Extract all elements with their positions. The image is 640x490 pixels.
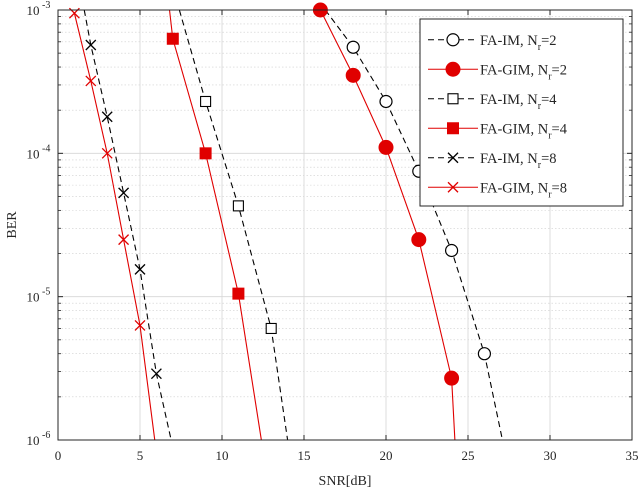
data-point-marker (345, 67, 361, 83)
data-point-marker (477, 347, 491, 361)
data-point-marker (118, 234, 130, 246)
data-point-marker (134, 319, 146, 331)
legend-label: FA-GIM, Nr=4 (480, 121, 568, 141)
data-point-marker-stroke (134, 263, 146, 275)
y-tick-label: 10 (27, 3, 40, 18)
data-point-marker-stroke (101, 111, 113, 123)
y-tick-label: 10 (27, 433, 40, 448)
data-point-marker (200, 95, 212, 108)
data-point-marker-stroke (85, 75, 97, 87)
x-axis-title: SNR[dB] (319, 474, 372, 489)
data-point-marker-stroke (118, 187, 130, 199)
data-point-marker (134, 263, 146, 275)
legend-label-subscript: r (538, 160, 542, 171)
x-tick-label: 30 (544, 448, 557, 463)
y-tick-label-exponent: -6 (42, 430, 50, 441)
x-tick-label: 0 (55, 448, 62, 463)
legend-entry: FA-GIM, Nr=2 (428, 61, 567, 82)
legend-label-subscript: r (548, 71, 552, 82)
data-point-marker-stroke (101, 147, 113, 159)
series-line (319, 9, 456, 441)
legend-entry: FA-GIM, Nr=8 (428, 180, 567, 200)
legend-label-subscript: r (538, 42, 542, 53)
data-point-marker (378, 139, 394, 155)
legend-label-value: =8 (541, 151, 556, 167)
data-point-marker (101, 147, 113, 159)
legend-label-subscript: r (548, 130, 552, 141)
legend-entry: FA-IM, Nr=2 (428, 33, 557, 53)
data-point-marker (346, 40, 360, 54)
x-tick-label: 25 (462, 448, 475, 463)
legend-label: FA-GIM, Nr=8 (480, 180, 567, 200)
legend-label-subscript: r (538, 101, 542, 112)
data-point-marker (411, 232, 427, 248)
data-point-marker (85, 75, 97, 87)
legend-entry: FA-GIM, Nr=4 (428, 121, 568, 141)
x-tick-label: 15 (298, 448, 311, 463)
y-tick-label: 10 (27, 290, 40, 305)
data-point-marker (118, 187, 130, 199)
legend-marker-stroke (447, 152, 459, 164)
legend-marker (447, 152, 459, 164)
y-tick-label-exponent: -4 (42, 143, 50, 154)
legend-label-value: =4 (541, 92, 557, 108)
legend-marker-stroke (447, 181, 459, 193)
legend-marker (447, 93, 459, 105)
data-point-marker (445, 243, 459, 258)
data-point-marker (444, 370, 460, 386)
y-tick-label-exponent: -5 (42, 287, 50, 298)
y-tick-label: 10 (27, 146, 40, 161)
legend-label: FA-IM, Nr=2 (480, 33, 557, 53)
data-point-marker-stroke (150, 368, 162, 380)
series-4 (166, 9, 262, 441)
plot-frame (57, 9, 633, 441)
x-tick-label: 10 (216, 448, 229, 463)
data-point-marker (101, 111, 113, 123)
legend-label-subscript: r (548, 189, 552, 200)
legend-marker (445, 61, 461, 77)
series-3 (178, 9, 289, 441)
data-point-marker (232, 200, 244, 212)
legend-label-value: =2 (552, 62, 567, 78)
series-line (73, 13, 156, 441)
legend: FA-IM, Nr=2FA-GIM, Nr=2FA-IM, Nr=4FA-GIM… (419, 18, 624, 207)
x-tick-label: 5 (137, 448, 144, 463)
data-point-marker (379, 94, 393, 109)
data-point-marker (265, 322, 277, 335)
grid-lines (57, 9, 633, 441)
data-point-marker-stroke (85, 39, 97, 51)
series-5 (83, 9, 172, 441)
legend-entry: FA-IM, Nr=8 (428, 151, 557, 171)
data-point-marker-stroke (134, 319, 146, 331)
legend-label: FA-IM, Nr=8 (480, 151, 557, 171)
data-point-marker (150, 368, 162, 380)
data-point-marker (199, 147, 212, 160)
legend-marker (447, 122, 459, 135)
legend-marker (446, 33, 460, 47)
legend-label-value: =2 (541, 33, 556, 49)
legend-label-value: =8 (552, 180, 567, 196)
x-tick-label: 20 (380, 448, 393, 463)
legend-label: FA-GIM, Nr=2 (480, 62, 567, 82)
data-point-marker (85, 39, 97, 51)
data-point-marker-stroke (118, 234, 130, 246)
legend-label-value: =4 (552, 121, 568, 137)
legend-box (419, 18, 624, 207)
data-point-marker (232, 287, 245, 300)
legend-marker (447, 181, 459, 193)
y-axis-title: BER (5, 211, 20, 239)
data-point-marker (166, 32, 179, 45)
y-tick-label-exponent: -3 (42, 0, 50, 11)
x-tick-label: 35 (626, 448, 639, 463)
